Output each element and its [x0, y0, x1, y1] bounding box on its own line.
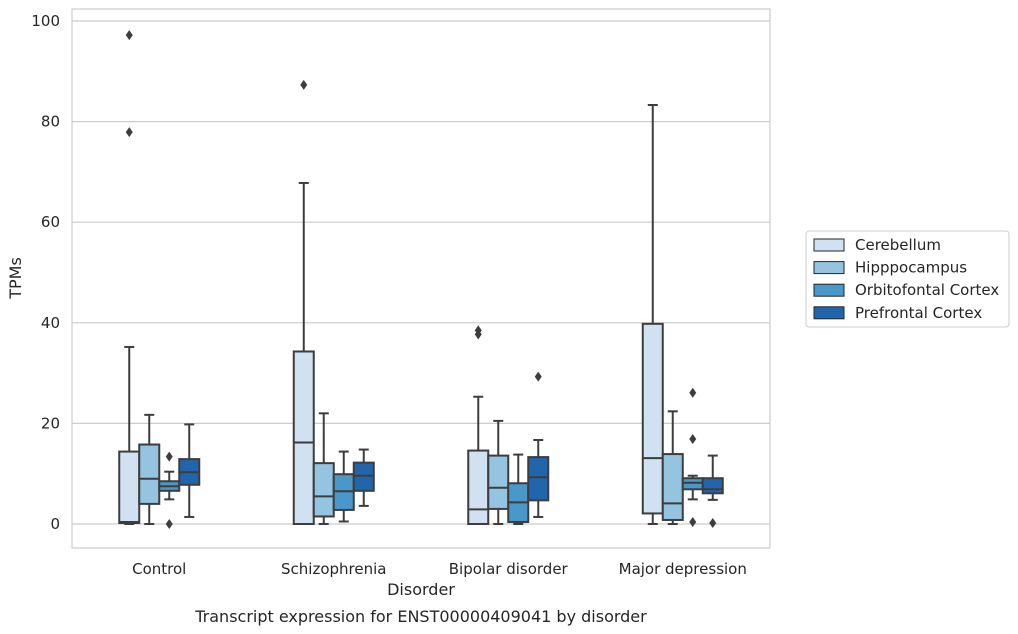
outlier-marker	[689, 387, 697, 398]
legend-frame	[805, 230, 1010, 328]
box-3-2	[681, 387, 704, 527]
box-series	[118, 30, 724, 529]
outlier-marker	[474, 325, 482, 336]
legend-label: Prefrontal Cortex	[855, 304, 982, 322]
box-body	[661, 453, 684, 521]
box-body	[352, 461, 375, 492]
y-tick-label: 80	[41, 113, 60, 131]
y-tick-label: 60	[41, 213, 60, 231]
outlier-marker	[125, 30, 133, 41]
box-3-3	[701, 454, 724, 528]
legend-label: Hipppocampus	[855, 259, 967, 277]
x-tick-label: Control	[132, 560, 186, 578]
box-0-0	[118, 30, 141, 525]
outlier-marker	[300, 79, 308, 90]
legend-swatch	[813, 283, 845, 297]
outlier-marker	[689, 433, 697, 444]
box-body	[138, 443, 161, 505]
y-gridlines	[72, 20, 770, 525]
outlier-marker	[689, 516, 697, 527]
legend-label: Orbitofontal Cortex	[855, 281, 999, 299]
box-0-3	[178, 423, 201, 518]
box-3-0	[641, 104, 664, 525]
box-body	[312, 462, 335, 518]
x-axis-title: Disorder	[387, 580, 455, 599]
legend-swatch	[813, 261, 845, 275]
outlier-marker	[125, 127, 133, 138]
plot-frame	[71, 8, 771, 549]
box-2-3	[527, 371, 550, 518]
outlier-marker	[709, 517, 717, 528]
box-body	[527, 456, 550, 502]
y-tick-label: 40	[41, 314, 60, 332]
box-body	[487, 454, 510, 510]
x-tick-label: Bipolar disorder	[449, 560, 569, 578]
outlier-marker	[534, 371, 542, 382]
box-body	[292, 350, 315, 526]
box-body	[641, 322, 664, 515]
box-body	[701, 477, 724, 495]
legend: Cerebellum Hipppocampus Orbitofontal Corte…	[805, 230, 1010, 328]
y-tick-label: 0	[50, 515, 60, 533]
legend-label: Cerebellum	[855, 236, 941, 254]
box-1-2	[332, 450, 355, 523]
y-tick-label: 100	[31, 12, 60, 30]
y-tick-label: 20	[41, 414, 60, 432]
box-0-2	[158, 451, 181, 529]
box-2-2	[507, 453, 530, 525]
chart-caption: Transcript expression for ENST0000040904…	[194, 607, 647, 626]
legend-swatch	[813, 306, 845, 320]
box-0-1	[138, 413, 161, 525]
x-tick-labels: Control Schizophrenia Bipolar disorder Majo…	[132, 560, 747, 578]
box-2-1	[487, 419, 510, 525]
outlier-marker	[165, 519, 173, 529]
y-axis-title: TPMs	[6, 257, 25, 300]
legend-swatch	[813, 238, 845, 252]
box-body	[467, 449, 490, 526]
box-3-1	[661, 410, 684, 525]
box-body	[118, 450, 141, 524]
box-1-0	[292, 79, 315, 526]
box-1-3	[352, 448, 375, 507]
x-tick-label: Schizophrenia	[281, 560, 386, 578]
y-tick-labels: 0 20 40 60 80 100	[31, 12, 60, 533]
outlier-marker	[165, 451, 173, 462]
box-body	[681, 477, 704, 491]
x-tick-label: Major depression	[619, 560, 747, 578]
